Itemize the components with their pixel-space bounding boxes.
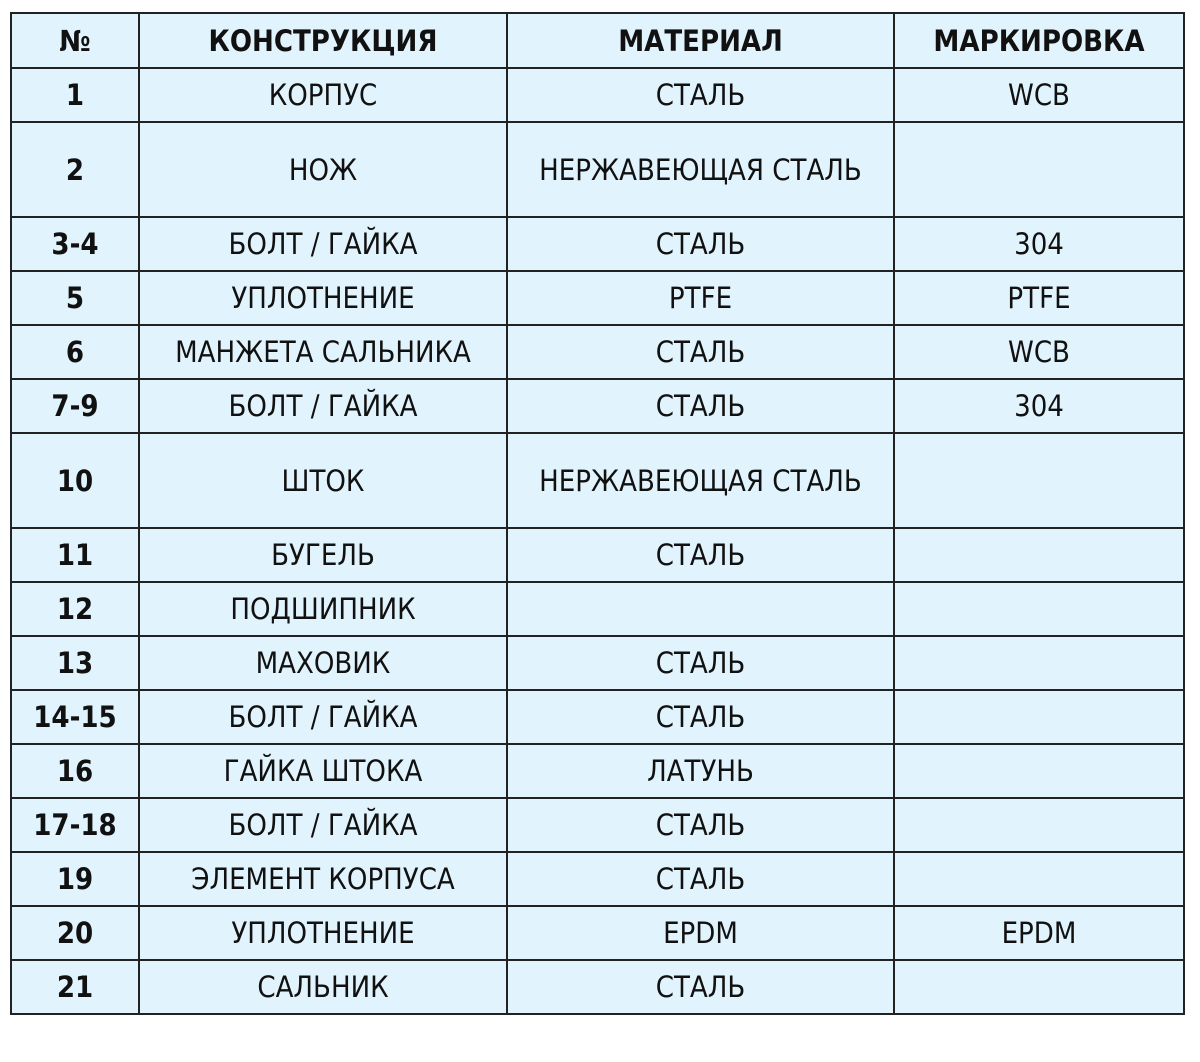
cell-material: EPDM bbox=[506, 905, 895, 961]
table-row: 10 ШТОК НЕРЖАВЕЮЩАЯ СТАЛЬ bbox=[10, 432, 1185, 529]
cell-material: СТАЛЬ bbox=[506, 851, 895, 907]
cell-marking: PTFE bbox=[893, 270, 1185, 326]
cell-part: КОРПУС bbox=[138, 67, 508, 123]
cell-part: МАНЖЕТА САЛЬНИКА bbox=[138, 324, 508, 380]
cell-marking: 304 bbox=[893, 378, 1185, 434]
cell-material: СТАЛЬ bbox=[506, 67, 895, 123]
cell-num: 17-18 bbox=[10, 797, 140, 853]
cell-marking bbox=[893, 959, 1185, 1015]
cell-num: 5 bbox=[10, 270, 140, 326]
header-part: КОНСТРУКЦИЯ bbox=[138, 12, 508, 69]
materials-table: № КОНСТРУКЦИЯ МАТЕРИАЛ МАРКИРОВКА 1 КОРПУ… bbox=[10, 12, 1185, 1015]
cell-marking bbox=[893, 689, 1185, 745]
cell-marking bbox=[893, 851, 1185, 907]
table-row: 14-15 БОЛТ / ГАЙКА СТАЛЬ bbox=[10, 689, 1185, 745]
cell-material: СТАЛЬ bbox=[506, 689, 895, 745]
cell-marking bbox=[893, 121, 1185, 218]
cell-num: 6 bbox=[10, 324, 140, 380]
cell-num: 16 bbox=[10, 743, 140, 799]
cell-material: СТАЛЬ bbox=[506, 527, 895, 583]
cell-marking: WCB bbox=[893, 324, 1185, 380]
table-row: 19 ЭЛЕМЕНТ КОРПУСА СТАЛЬ bbox=[10, 851, 1185, 907]
cell-part: НОЖ bbox=[138, 121, 508, 218]
cell-material: НЕРЖАВЕЮЩАЯ СТАЛЬ bbox=[506, 432, 895, 529]
cell-part: БОЛТ / ГАЙКА bbox=[138, 216, 508, 272]
cell-marking bbox=[893, 581, 1185, 637]
cell-num: 7-9 bbox=[10, 378, 140, 434]
cell-material: НЕРЖАВЕЮЩАЯ СТАЛЬ bbox=[506, 121, 895, 218]
cell-part: БУГЕЛЬ bbox=[138, 527, 508, 583]
cell-marking bbox=[893, 432, 1185, 529]
cell-part: ГАЙКА ШТОКА bbox=[138, 743, 508, 799]
cell-num: 13 bbox=[10, 635, 140, 691]
cell-material: СТАЛЬ bbox=[506, 216, 895, 272]
cell-part: БОЛТ / ГАЙКА bbox=[138, 689, 508, 745]
cell-num: 1 bbox=[10, 67, 140, 123]
table-row: 16 ГАЙКА ШТОКА ЛАТУНЬ bbox=[10, 743, 1185, 799]
table-row: 5 УПЛОТНЕНИЕ PTFE PTFE bbox=[10, 270, 1185, 326]
cell-material: СТАЛЬ bbox=[506, 959, 895, 1015]
cell-marking bbox=[893, 527, 1185, 583]
table-row: 6 МАНЖЕТА САЛЬНИКА СТАЛЬ WCB bbox=[10, 324, 1185, 380]
table-row: 11 БУГЕЛЬ СТАЛЬ bbox=[10, 527, 1185, 583]
cell-num: 3-4 bbox=[10, 216, 140, 272]
cell-marking: 304 bbox=[893, 216, 1185, 272]
cell-marking bbox=[893, 797, 1185, 853]
cell-num: 14-15 bbox=[10, 689, 140, 745]
header-material: МАТЕРИАЛ bbox=[506, 12, 895, 69]
cell-marking: EPDM bbox=[893, 905, 1185, 961]
table-row: 21 САЛЬНИК СТАЛЬ bbox=[10, 959, 1185, 1015]
cell-num: 11 bbox=[10, 527, 140, 583]
table-row: 2 НОЖ НЕРЖАВЕЮЩАЯ СТАЛЬ bbox=[10, 121, 1185, 218]
cell-material: PTFE bbox=[506, 270, 895, 326]
cell-num: 2 bbox=[10, 121, 140, 218]
cell-part: САЛЬНИК bbox=[138, 959, 508, 1015]
cell-part: БОЛТ / ГАЙКА bbox=[138, 797, 508, 853]
table-row: 3-4 БОЛТ / ГАЙКА СТАЛЬ 304 bbox=[10, 216, 1185, 272]
cell-num: 20 bbox=[10, 905, 140, 961]
cell-material: СТАЛЬ bbox=[506, 378, 895, 434]
cell-marking: WCB bbox=[893, 67, 1185, 123]
cell-num: 19 bbox=[10, 851, 140, 907]
cell-num: 10 bbox=[10, 432, 140, 529]
cell-material: СТАЛЬ bbox=[506, 635, 895, 691]
table-row: 20 УПЛОТНЕНИЕ EPDM EPDM bbox=[10, 905, 1185, 961]
header-num: № bbox=[10, 12, 140, 69]
header-marking: МАРКИРОВКА bbox=[893, 12, 1185, 69]
cell-marking bbox=[893, 743, 1185, 799]
table-row: 17-18 БОЛТ / ГАЙКА СТАЛЬ bbox=[10, 797, 1185, 853]
cell-num: 12 bbox=[10, 581, 140, 637]
cell-material: СТАЛЬ bbox=[506, 324, 895, 380]
cell-part: ШТОК bbox=[138, 432, 508, 529]
cell-part: ЭЛЕМЕНТ КОРПУСА bbox=[138, 851, 508, 907]
table-row: 1 КОРПУС СТАЛЬ WCB bbox=[10, 67, 1185, 123]
table-row: 13 МАХОВИК СТАЛЬ bbox=[10, 635, 1185, 691]
cell-part: МАХОВИК bbox=[138, 635, 508, 691]
cell-part: УПЛОТНЕНИЕ bbox=[138, 270, 508, 326]
cell-part: БОЛТ / ГАЙКА bbox=[138, 378, 508, 434]
cell-marking bbox=[893, 635, 1185, 691]
cell-material: ЛАТУНЬ bbox=[506, 743, 895, 799]
cell-material: СТАЛЬ bbox=[506, 797, 895, 853]
cell-part: ПОДШИПНИК bbox=[138, 581, 508, 637]
table-row: 12 ПОДШИПНИК bbox=[10, 581, 1185, 637]
table-row: 7-9 БОЛТ / ГАЙКА СТАЛЬ 304 bbox=[10, 378, 1185, 434]
header-row: № КОНСТРУКЦИЯ МАТЕРИАЛ МАРКИРОВКА bbox=[10, 12, 1185, 69]
cell-material bbox=[506, 581, 895, 637]
cell-num: 21 bbox=[10, 959, 140, 1015]
cell-part: УПЛОТНЕНИЕ bbox=[138, 905, 508, 961]
